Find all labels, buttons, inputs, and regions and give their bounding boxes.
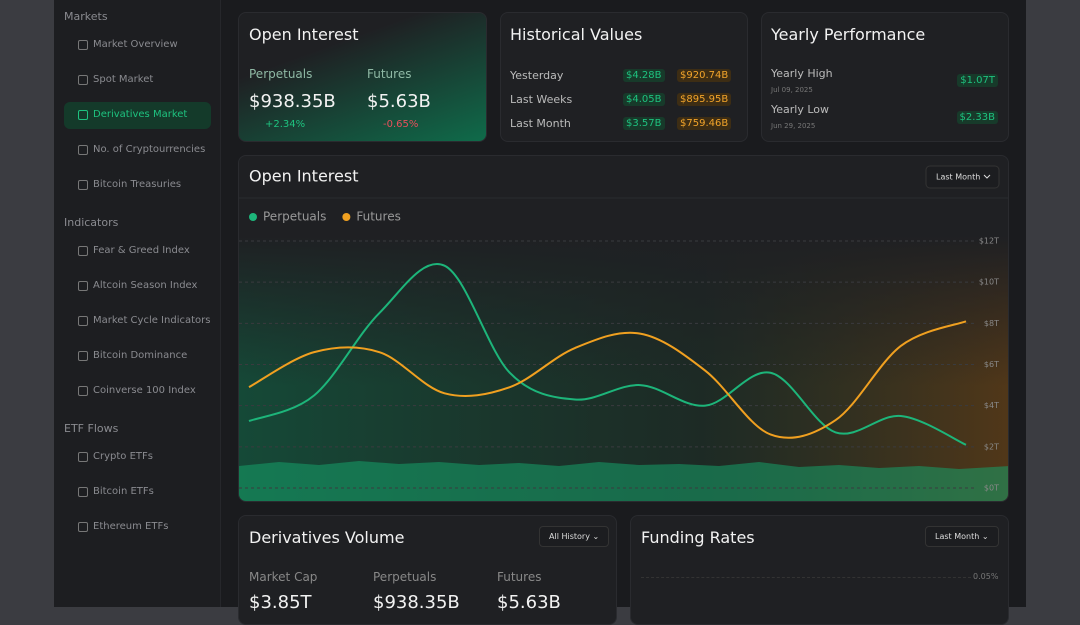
icon	[78, 110, 88, 120]
row-label: Last Month	[510, 117, 571, 130]
label: Futures	[367, 67, 412, 81]
y-tick-label: $4T	[984, 401, 999, 410]
historical-card: Historical Values Yesterday $4.28B $920.74…	[500, 12, 748, 142]
period-label[interactable]: All History	[549, 532, 590, 541]
metric-value: $5.63B	[497, 592, 561, 613]
icon	[78, 452, 88, 462]
card-title: Historical Values	[510, 25, 643, 44]
nav-item[interactable]: Market Cycle Indicators	[93, 315, 211, 326]
metric-label: Market Cap	[249, 570, 318, 584]
sidebar: Markets Market Overview Spot Market Derivat…	[54, 0, 221, 607]
period-dropdown[interactable]: Last Month ⌄	[925, 526, 999, 547]
metric-value: $938.35B	[373, 592, 460, 613]
nav-item[interactable]: Bitcoin Dominance	[93, 350, 188, 361]
perpetuals-value: $4.28B	[623, 69, 665, 82]
card-title: Yearly Performance	[771, 25, 926, 44]
y-tick-label: $8T	[984, 319, 999, 328]
date: Jul 09, 2025	[771, 86, 813, 94]
icon	[78, 316, 88, 326]
metric-label: Futures	[497, 570, 542, 584]
volume-area	[239, 461, 1008, 501]
metric-label: Perpetuals	[373, 570, 437, 584]
period-dropdown[interactable]: All History ⌄	[539, 526, 610, 547]
volume-card: Derivatives Volume All History ⌄ Market …	[238, 515, 617, 625]
icon	[78, 180, 88, 190]
nav-item[interactable]: Bitcoin ETFs	[93, 486, 154, 497]
icon	[78, 522, 88, 532]
y-tick-label: $6T	[984, 360, 999, 369]
series-line	[248, 320, 967, 439]
legend-marker	[249, 213, 257, 221]
y-tick-label: $0T	[984, 484, 999, 493]
section-heading: ETF Flows	[64, 422, 119, 435]
y-tick-label: $2T	[984, 442, 999, 451]
metric-value: $3.85T	[249, 592, 312, 613]
label: Yearly High	[771, 67, 833, 80]
nav-item[interactable]: Market Overview	[93, 39, 178, 50]
label: Yearly Low	[771, 103, 830, 116]
icon	[78, 40, 88, 50]
period-dropdown[interactable]	[925, 165, 1000, 189]
period-label[interactable]: Last Month	[936, 173, 980, 182]
value: $5.63B	[367, 91, 431, 112]
chevron	[983, 174, 991, 179]
nav-item[interactable]: Spot Market	[93, 74, 154, 85]
nav-item[interactable]: Crypto ETFs	[93, 451, 153, 462]
legend-label: Futures	[356, 210, 400, 224]
grid-line	[641, 577, 971, 578]
legend-label: Perpetuals	[263, 210, 326, 224]
change: +2.34%	[265, 119, 306, 130]
chart-card: Open Interest Last Month $0T $2T $4T $6T $8T…	[238, 155, 1009, 502]
icon	[78, 281, 88, 291]
change: -0.65%	[383, 119, 419, 130]
nav-item[interactable]: No. of Cryptourrencies	[93, 144, 206, 155]
section-heading: Markets	[64, 10, 108, 23]
futures-value: $920.74B	[677, 69, 732, 82]
yearly-card: Yearly Performance Yearly High Jul 09, 2…	[761, 12, 1009, 142]
page: Markets Market Overview Spot Market Derivat…	[54, 0, 1026, 625]
icon	[78, 386, 88, 396]
icon	[78, 75, 88, 85]
nav-item[interactable]: Derivatives Market	[93, 109, 188, 120]
nav-item[interactable]: Fear & Greed Index	[93, 245, 190, 256]
y-tick-label: $10T	[979, 278, 999, 287]
value: $2.33B	[956, 111, 998, 124]
perpetuals-value: $4.05B	[623, 93, 665, 106]
nav-item[interactable]: Bitcoin Treasuries	[93, 179, 182, 190]
series-line	[248, 263, 967, 446]
chart: Open Interest Last Month $0T $2T $4T $6T $8T…	[239, 165, 1008, 501]
plot-fade	[239, 236, 1008, 386]
icon	[78, 145, 88, 155]
futures-value: $759.46B	[677, 117, 732, 130]
open-interest-card: Open Interest Perpetuals $938.35B +2.34%…	[238, 12, 487, 142]
card-title: Open Interest	[249, 25, 359, 44]
value: $938.35B	[249, 91, 336, 112]
card-title: Funding Rates	[641, 528, 755, 547]
icon	[78, 487, 88, 497]
row-label: Yesterday	[510, 69, 564, 82]
card-title: Derivatives Volume	[249, 528, 405, 547]
funding-card: Funding Rates Last Month ⌄ 0.05%	[630, 515, 1009, 625]
y-tick-label: $12T	[979, 237, 999, 246]
nav-item[interactable]: Ethereum ETFs	[93, 521, 169, 532]
active-bg	[64, 102, 211, 129]
nav-item[interactable]: Altcoin Season Index	[93, 280, 198, 291]
row-label: Last Weeks	[510, 93, 573, 106]
perpetuals-value: $3.57B	[623, 117, 665, 130]
icon	[78, 246, 88, 256]
section-heading: Indicators	[64, 216, 119, 229]
axis-label: 0.05%	[973, 572, 999, 581]
chart-title: Open Interest	[249, 167, 358, 186]
value: $1.07T	[957, 74, 998, 87]
futures-value: $895.95B	[677, 93, 732, 106]
label: Perpetuals	[249, 67, 313, 81]
legend-marker	[342, 213, 351, 221]
period-label[interactable]: Last Month	[935, 532, 980, 541]
date: Jun 29, 2025	[771, 122, 816, 130]
nav-item[interactable]: Coinverse 100 Index	[93, 385, 196, 396]
icon	[78, 351, 88, 361]
